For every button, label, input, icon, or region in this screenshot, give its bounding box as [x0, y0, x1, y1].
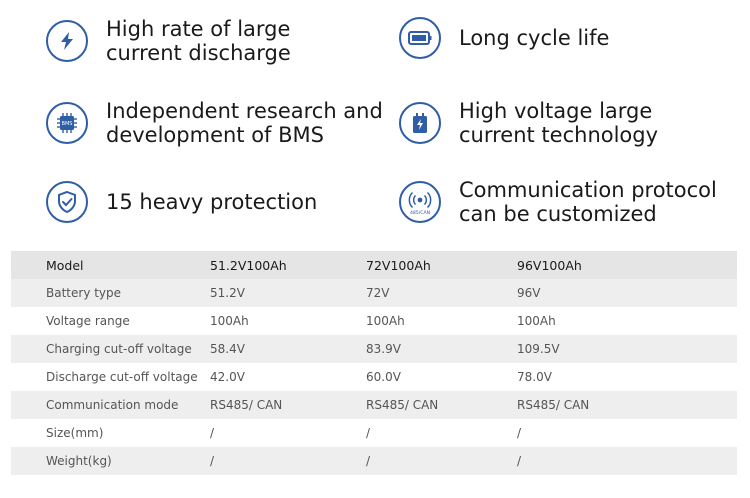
table-cell: /	[517, 447, 737, 475]
table-cell: /	[366, 426, 371, 440]
row-label: Communication mode	[11, 391, 210, 419]
communication-icon: 485/CAN	[399, 181, 441, 223]
communication-icon-label: 485/CAN	[410, 210, 430, 216]
feature-bms: BMS Independent research and development…	[46, 99, 383, 147]
table-cell: 51.2V	[210, 279, 366, 307]
table-cell: RS485/ CAN	[366, 391, 517, 419]
feature-communication: 485/CAN Communication protocol can be cu…	[399, 178, 717, 226]
table-cell: 58.4V	[210, 335, 366, 363]
header-cell: Model	[11, 251, 210, 279]
table-cell: 100Ah	[366, 314, 405, 328]
feature-text: High rate of large current discharge	[106, 17, 291, 65]
bms-chip-label: BMS	[62, 121, 73, 127]
table-cell: 109.5V	[517, 335, 737, 363]
table-header-row: Model 51.2V100Ah 72V100Ah 96V100Ah	[11, 251, 737, 279]
feature-protection: 15 heavy protection	[46, 181, 317, 223]
table-cell: 42.0V	[210, 370, 245, 384]
bms-chip-icon: BMS	[46, 102, 88, 144]
table-cell: 96V	[517, 279, 737, 307]
battery-icon	[399, 17, 441, 59]
table-row: Discharge cut-off voltage 42.0V 60.0V 78…	[11, 363, 737, 391]
feature-text: Independent research and development of …	[106, 99, 383, 147]
table-cell: RS485/ CAN	[210, 391, 366, 419]
row-label: Weight(kg)	[11, 447, 210, 475]
spec-table: Model 51.2V100Ah 72V100Ah 96V100Ah Batte…	[11, 251, 737, 475]
shield-check-icon	[46, 181, 88, 223]
row-label: Voltage range	[46, 314, 130, 328]
feature-text: 15 heavy protection	[106, 190, 318, 214]
feature-text: High voltage large current technology	[459, 99, 659, 147]
row-label: Discharge cut-off voltage	[46, 370, 198, 384]
table-row: Weight(kg) / / /	[11, 447, 737, 475]
header-cell: 51.2V100Ah	[210, 251, 366, 279]
feature-text: Long cycle life	[459, 26, 610, 50]
lightning-icon	[46, 20, 88, 62]
feature-long-cycle-life: Long cycle life	[399, 17, 609, 59]
high-voltage-battery-icon	[399, 102, 441, 144]
table-cell: 100Ah	[210, 314, 249, 328]
table-cell: /	[210, 447, 366, 475]
feature-high-voltage: High voltage large current technology	[399, 99, 658, 147]
table-cell: /	[366, 447, 517, 475]
table-cell: 83.9V	[366, 335, 517, 363]
table-row: Size(mm) / / /	[11, 419, 737, 447]
row-label: Size(mm)	[46, 426, 104, 440]
table-cell: 78.0V	[517, 370, 552, 384]
header-cell: 96V100Ah	[517, 251, 737, 279]
table-cell: /	[210, 426, 215, 440]
table-cell: 72V	[366, 279, 517, 307]
row-label: Battery type	[11, 279, 210, 307]
table-cell: /	[517, 426, 522, 440]
table-row: Charging cut-off voltage 58.4V 83.9V 109…	[11, 335, 737, 363]
row-label: Charging cut-off voltage	[11, 335, 210, 363]
table-row: Voltage range 100Ah 100Ah 100Ah	[11, 307, 737, 335]
table-row: Battery type 51.2V 72V 96V	[11, 279, 737, 307]
feature-high-rate-discharge: High rate of large current discharge	[46, 17, 291, 65]
table-cell: RS485/ CAN	[517, 391, 737, 419]
table-row: Communication mode RS485/ CAN RS485/ CAN…	[11, 391, 737, 419]
feature-text: Communication protocol can be customized	[459, 178, 717, 226]
table-cell: 60.0V	[366, 370, 401, 384]
table-cell: 100Ah	[517, 314, 556, 328]
header-cell: 72V100Ah	[366, 251, 517, 279]
